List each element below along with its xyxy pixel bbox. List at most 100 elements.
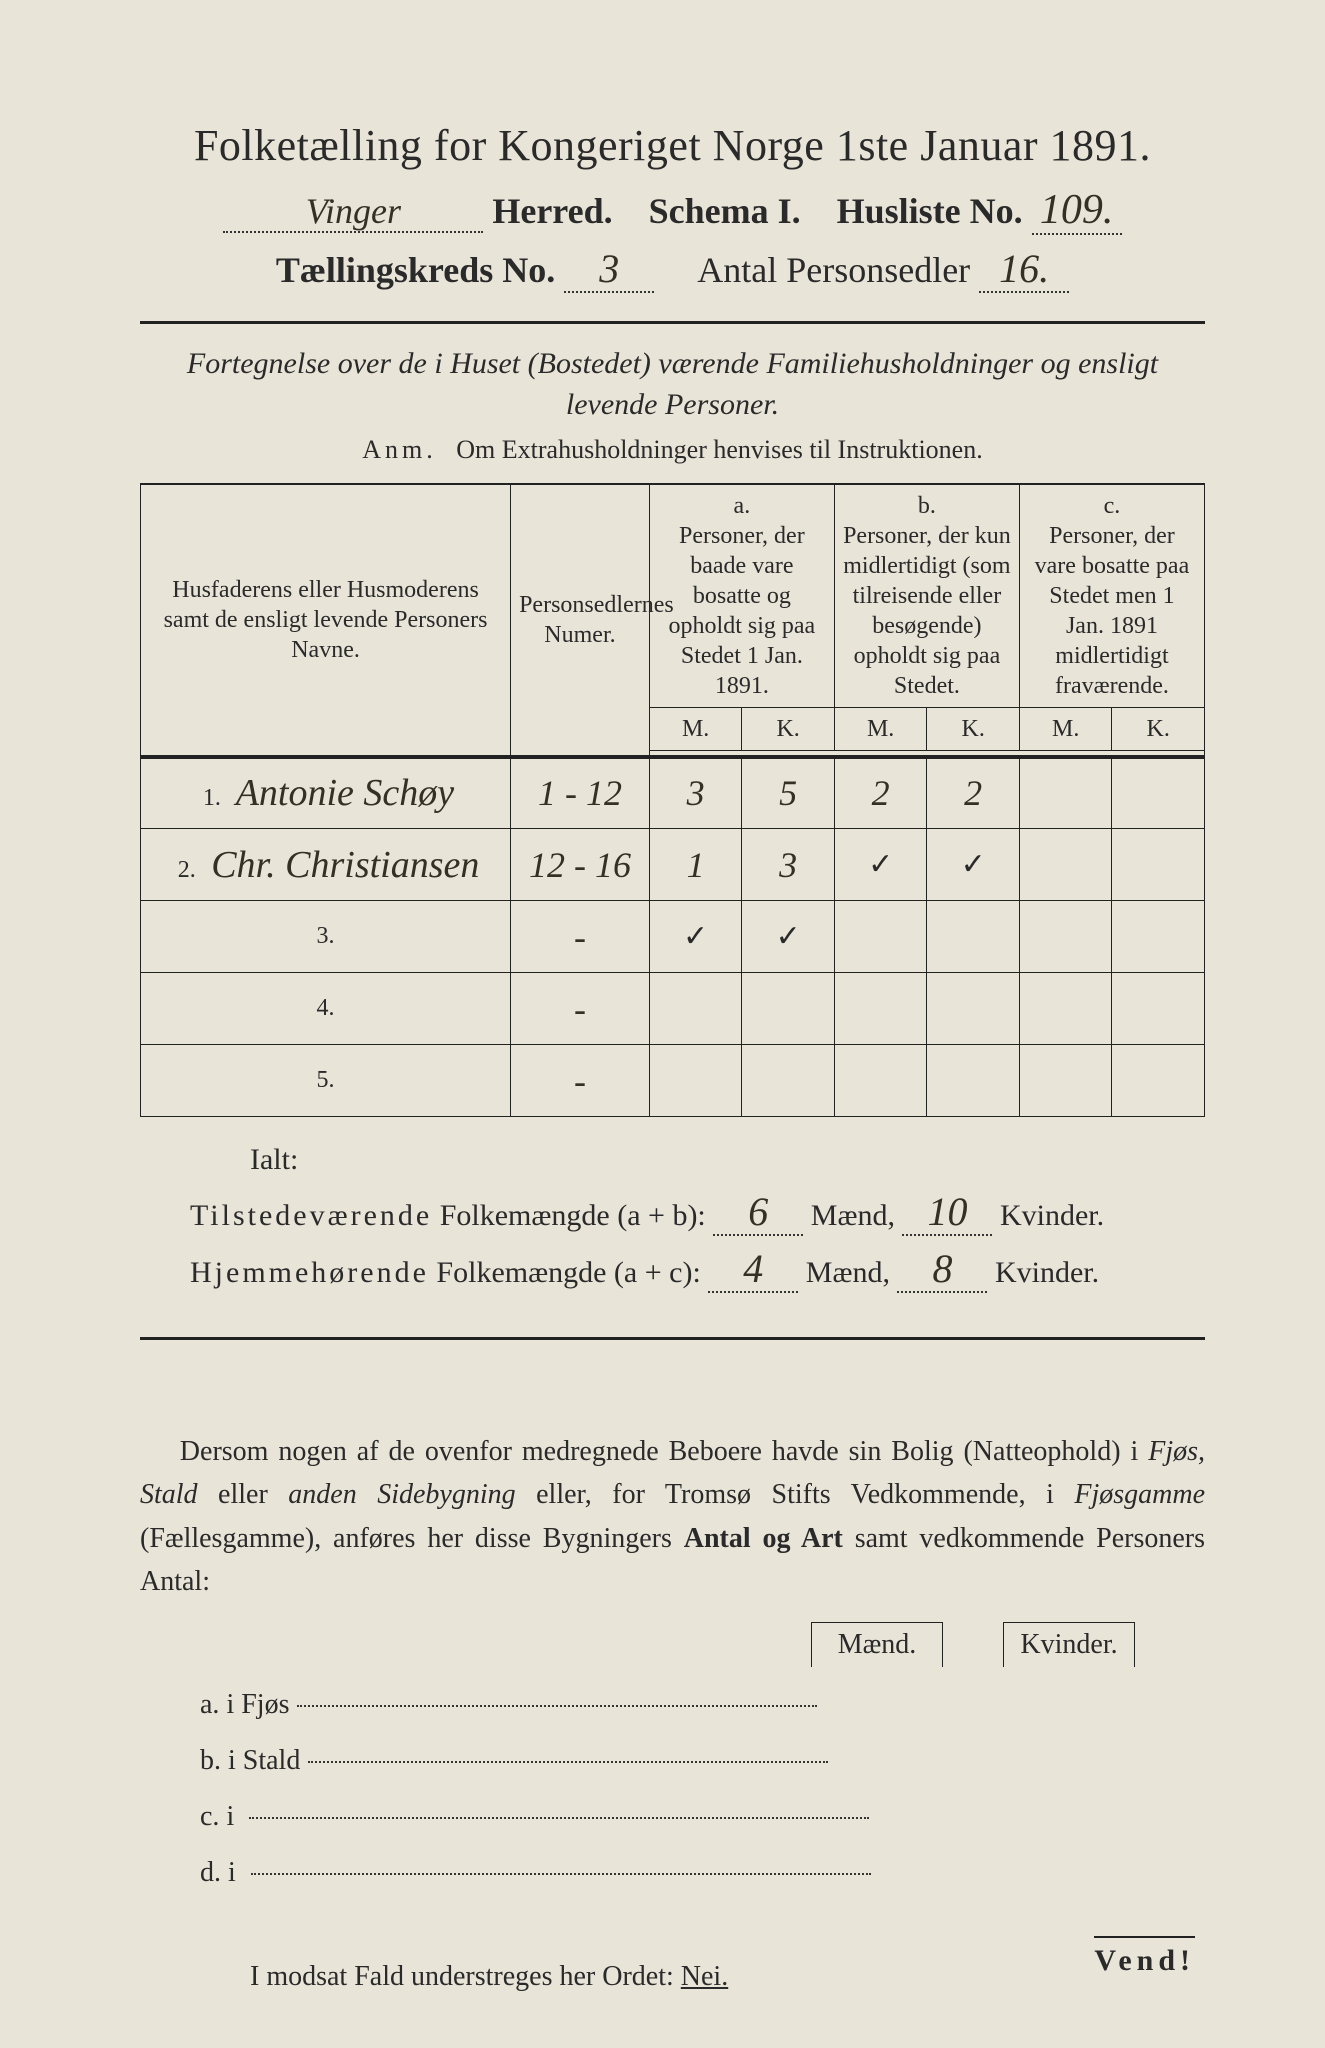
cell-value: 1 - 12 [538,773,622,813]
b-k: K. [927,708,1020,751]
c-k: K. [1112,708,1205,751]
num-cell: - [511,973,650,1045]
col-header-c: c. Personer, der vare bosatte paa Stedet… [1019,484,1204,708]
b-m-cell: ✓ [834,829,927,901]
page-title: Folketælling for Kongeriget Norge 1ste J… [140,120,1205,171]
list-label: Stald [236,1745,301,1776]
nei-line: I modsat Fald understreges her Ordet: Ne… [250,1961,1205,1993]
a-k-cell [742,1045,835,1117]
nei-word: Nei. [681,1961,728,1992]
name-cell: 2. Chr. Christiansen [141,829,511,901]
a-label: a. [658,491,826,521]
c-m-cell [1019,829,1112,901]
c-m-cell [1019,901,1112,973]
anm-text: Om Extrahusholdninger henvises til Instr… [456,435,982,464]
b-k-cell: 2 [927,757,1020,829]
census-form-page: Folketælling for Kongeriget Norge 1ste J… [0,0,1325,2048]
table-row: 1. Antonie Schøy1 - 123522 [141,757,1205,829]
c-k-cell [1112,757,1205,829]
c-k-cell [1112,829,1205,901]
b-label: b. [843,491,1011,521]
name-cell: 5. [141,1045,511,1117]
building-list-item: a. i Fjøs [200,1677,1205,1733]
c-text: Personer, der vare bosatte paa Stedet me… [1028,521,1196,701]
c-m-cell [1019,757,1112,829]
list-key: c. [200,1801,226,1832]
herred-label: Herred. [492,191,612,231]
c-m-cell [1019,1045,1112,1117]
cell-value: 3 [779,845,797,885]
cell-value: ✓ [683,920,708,953]
b-m-cell [834,1045,927,1117]
a-m-cell: ✓ [649,901,742,973]
b-k-cell: ✓ [927,829,1020,901]
row-number: 3. [311,923,341,950]
c-m-cell [1019,973,1112,1045]
b-m-cell [834,901,927,973]
totals-row-ac: Hjemmehørende Folkemængde (a + c): 4 Mæn… [190,1244,1205,1301]
person-name: Chr. Christiansen [202,844,480,886]
table-row: 2. Chr. Christiansen12 - 1613✓✓ [141,829,1205,901]
col-header-name: Husfaderens eller Husmoderens samt de en… [141,484,511,757]
cell-value: ✓ [961,848,986,881]
header-line-2: Vinger Herred. Schema I. Husliste No. 10… [140,189,1205,235]
b-m-cell [834,973,927,1045]
a-text: Personer, der baade vare bosatte og opho… [658,521,826,701]
herred-value: Vinger [223,193,483,233]
person-name: Antonie Schøy [227,772,454,814]
c-m: M. [1019,708,1112,751]
num-cell: - [511,1045,650,1117]
b-k-cell [927,901,1020,973]
cell-value: ✓ [776,920,801,953]
name-cell: 4. [141,973,511,1045]
dotted-line [251,1873,871,1875]
divider-2 [140,1337,1205,1340]
num-cell: 1 - 12 [511,757,650,829]
kreds-value: 3 [564,249,654,293]
totals-row-ab: Tilstedeværende Folkemængde (a + b): 6 M… [190,1187,1205,1244]
kvinder-2: Kvinder. [995,1256,1099,1289]
list-key: b. [200,1745,228,1776]
mk-header: Mænd. Kvinder. [140,1622,1135,1667]
c-k-cell [1112,973,1205,1045]
side-building-paragraph: Dersom nogen af de ovenfor medregnede Be… [140,1430,1205,1604]
row-number: 4. [311,995,341,1022]
maend-2: Mænd, [806,1256,890,1289]
c-label: c. [1028,491,1196,521]
schema-label: Schema I. [649,191,801,231]
t2-common: Folkemængde (a + c): [436,1256,700,1289]
ialt-label: Ialt: [250,1143,1205,1177]
row-number: 2. [172,857,202,884]
list-label: Fjøs [234,1689,289,1720]
row-number: 1. [197,785,227,812]
cell-value: 2 [872,773,890,813]
cell-value: - [574,1061,586,1101]
col-header-b: b. Personer, der kun midlertidigt (som t… [834,484,1019,708]
t2-k: 8 [897,1249,987,1293]
antal-label: Antal Personsedler [697,250,970,290]
dotted-line [297,1705,817,1707]
a-k-cell: 3 [742,829,835,901]
totals-block: Tilstedeværende Folkemængde (a + b): 6 M… [190,1187,1205,1301]
building-list-item: d. i [200,1845,1205,1901]
list-key: a. [200,1689,226,1720]
building-list-item: b. i Stald [200,1733,1205,1789]
t2-label: Hjemmehørende [190,1256,429,1289]
name-cell: 1. Antonie Schøy [141,757,511,829]
a-k-cell: ✓ [742,901,835,973]
t1-k: 10 [902,1192,992,1236]
table-row: 5. - [141,1045,1205,1117]
b-m: M. [834,708,927,751]
subheader: Fortegnelse over de i Huset (Bostedet) v… [140,344,1205,425]
table-row: 3.-✓✓ [141,901,1205,973]
b-text: Personer, der kun midlertidigt (som tilr… [843,521,1011,701]
a-m-cell [649,1045,742,1117]
row-number: 5. [311,1067,341,1094]
vend-label: Vend! [1094,1936,1195,1978]
list-i: i [228,1857,236,1888]
list-key: d. [200,1857,228,1888]
dotted-line [308,1761,828,1763]
anm-prefix: Anm. [362,435,437,464]
mk-maend: Mænd. [811,1622,943,1667]
cell-value: ✓ [868,848,893,881]
